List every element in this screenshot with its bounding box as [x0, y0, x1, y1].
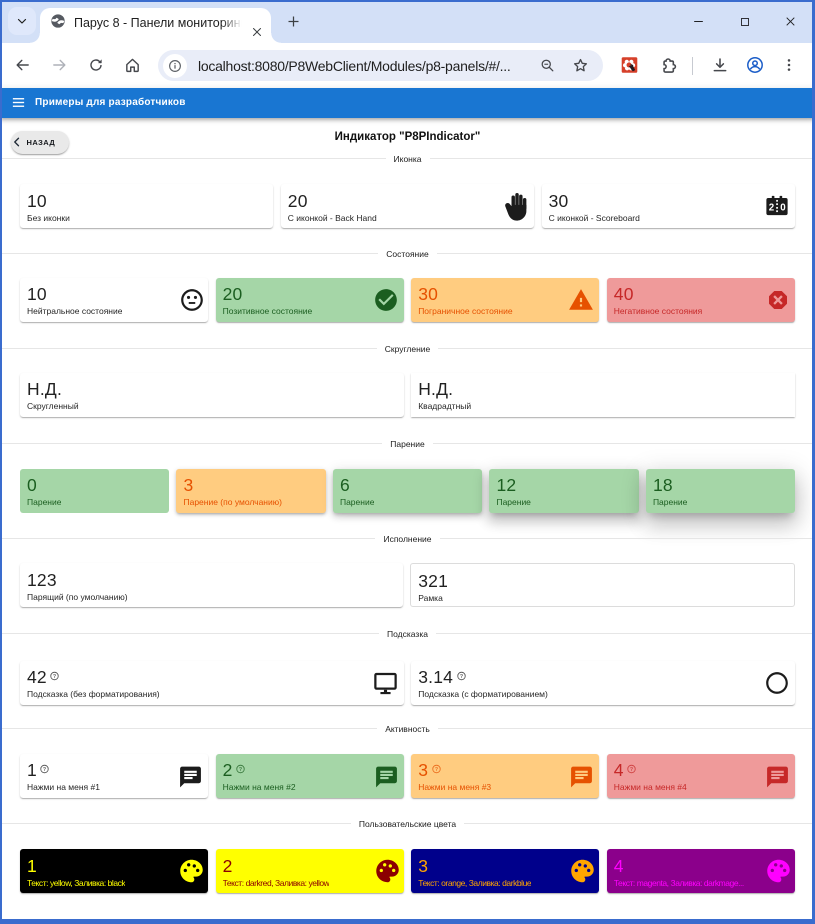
svg-text:?: ?	[239, 767, 242, 773]
svg-text:?: ?	[459, 674, 462, 680]
svg-text:?: ?	[53, 674, 56, 680]
svg-text:?: ?	[630, 767, 633, 773]
svg-text:0: 0	[780, 202, 786, 213]
svg-text:?: ?	[434, 767, 437, 773]
svg-text:?: ?	[43, 767, 46, 773]
svg-text:2: 2	[769, 202, 775, 213]
